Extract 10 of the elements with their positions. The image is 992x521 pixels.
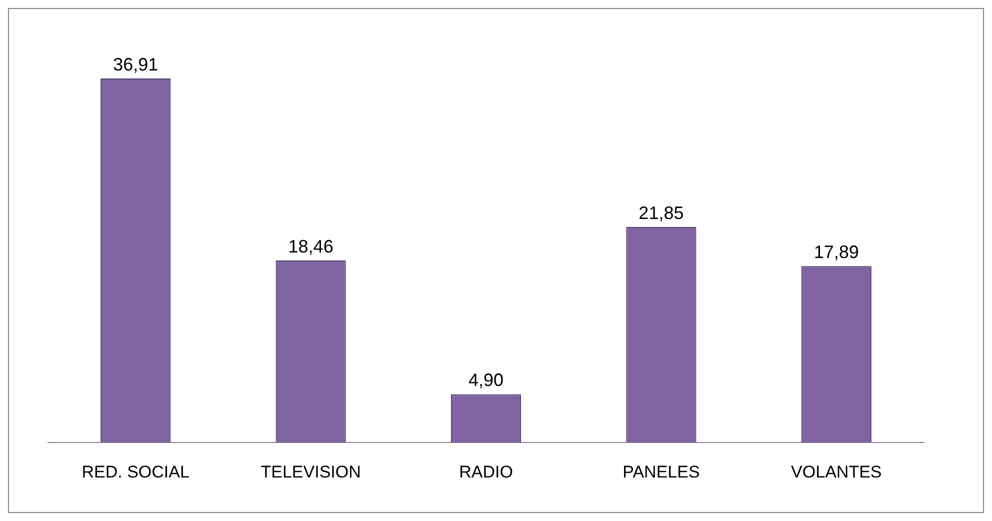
data-label: 17,89 — [814, 242, 859, 262]
data-label: 21,85 — [638, 203, 684, 224]
x-tick-label: TELEVISION — [260, 462, 361, 482]
x-tick-label: PANELES — [622, 462, 700, 482]
x-tick-label: RADIO — [459, 462, 513, 482]
data-label: 18,46 — [288, 236, 334, 256]
data-label: 36,91 — [113, 54, 158, 74]
x-tick-label: RED. SOCIAL — [82, 462, 190, 482]
x-tick-label: VOLANTES — [791, 462, 882, 482]
data-label: 4,90 — [468, 370, 504, 390]
